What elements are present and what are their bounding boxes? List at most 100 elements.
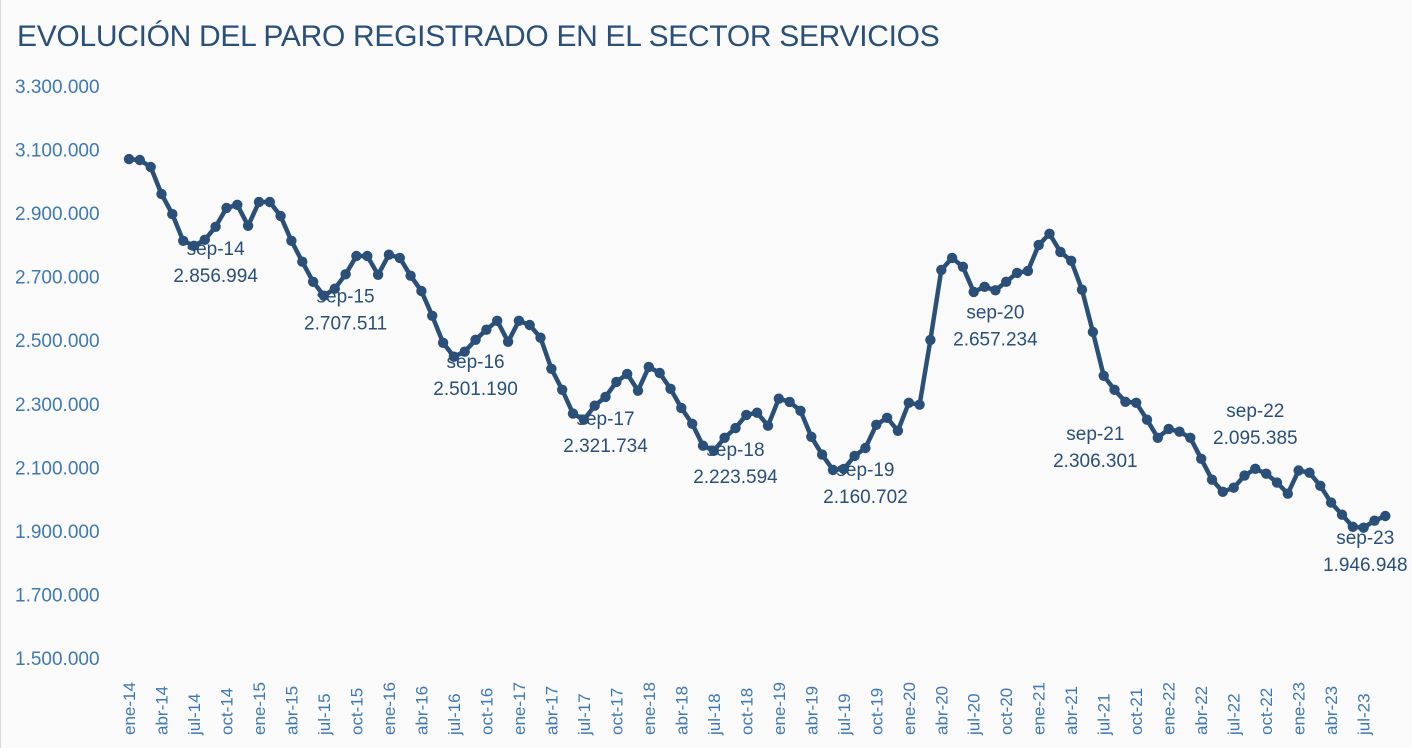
- x-tick-label: jul-23: [1355, 693, 1374, 736]
- data-point: [1011, 267, 1023, 279]
- data-annotation: sep-19 2.160.702: [823, 460, 908, 508]
- data-point: [946, 252, 958, 264]
- annotation-date: sep-22: [1226, 401, 1284, 422]
- data-point: [221, 202, 232, 214]
- data-point: [134, 154, 145, 166]
- data-point: [773, 393, 784, 404]
- x-tick-label: oct-20: [997, 688, 1016, 735]
- data-point: [1131, 397, 1142, 408]
- data-point: [892, 425, 904, 436]
- y-tick-label: 3.300.000: [15, 77, 100, 98]
- x-tick-label: ene-18: [640, 682, 659, 735]
- annotation-date: sep-21: [1066, 424, 1124, 445]
- x-tick-label: jul-19: [835, 693, 854, 736]
- data-point: [1347, 521, 1359, 532]
- data-point: [871, 419, 882, 430]
- annotation-value: 2.707.511: [304, 313, 387, 334]
- x-axis: ene-14 abr-14 jul-14 oct-14 ene-15 abr-15 jul-…: [120, 682, 1374, 736]
- y-tick-label: 2.100.000: [15, 458, 100, 479]
- data-point: [264, 196, 275, 208]
- data-point: [199, 234, 210, 245]
- annotation-value: 2.657.234: [953, 329, 1038, 350]
- y-tick-label: 2.700.000: [15, 268, 100, 289]
- x-tick-label: abr-15: [282, 686, 301, 735]
- data-point: [1120, 396, 1131, 407]
- x-tick-label: ene-15: [250, 682, 269, 735]
- data-point: [405, 270, 416, 281]
- data-point: [1141, 414, 1153, 425]
- data-point: [1196, 453, 1207, 464]
- data-point: [1239, 470, 1250, 481]
- data-point: [1087, 326, 1099, 338]
- data-point: [1369, 515, 1380, 526]
- data-point: [860, 442, 871, 454]
- annotation-date: sep-16: [447, 352, 505, 373]
- data-point: [167, 208, 178, 220]
- y-tick-label: 1.900.000: [15, 522, 100, 543]
- data-annotation: sep-23 1.946.948: [1323, 528, 1408, 576]
- data-point: [123, 153, 135, 165]
- data-point: [914, 399, 925, 410]
- data-point: [697, 440, 709, 451]
- annotation-date: sep-19: [836, 460, 894, 481]
- data-point: [1152, 432, 1164, 443]
- data-point: [687, 418, 698, 429]
- data-point: [719, 432, 730, 443]
- chart-title: EVOLUCIÓN DEL PARO REGISTRADO EN EL SECT…: [17, 20, 940, 53]
- data-point: [957, 261, 969, 272]
- data-point: [567, 408, 579, 419]
- x-tick-label: ene-21: [1030, 682, 1049, 735]
- data-point: [1250, 463, 1261, 474]
- data-point: [632, 385, 644, 396]
- x-tick-label: jul-14: [185, 693, 204, 736]
- data-point: [1185, 432, 1196, 443]
- x-tick-label: abr-20: [932, 686, 951, 735]
- data-point: [459, 346, 470, 357]
- data-point: [849, 450, 860, 462]
- x-tick-label: ene-19: [770, 682, 789, 735]
- x-tick-label: abr-17: [542, 686, 561, 735]
- data-annotation: sep-14 2.856.994: [173, 239, 258, 287]
- x-tick-label: jul-20: [965, 693, 984, 736]
- y-tick-label: 1.700.000: [15, 585, 100, 606]
- x-tick-label: ene-23: [1290, 682, 1309, 735]
- data-point: [383, 249, 395, 260]
- data-point: [156, 188, 167, 200]
- data-point: [524, 319, 535, 331]
- data-point: [1055, 246, 1066, 258]
- data-point: [232, 199, 243, 210]
- data-point: [816, 449, 828, 460]
- data-point: [1022, 265, 1034, 277]
- data-point: [762, 420, 774, 431]
- x-tick-label: abr-22: [1192, 686, 1211, 735]
- data-point: [990, 285, 1001, 296]
- x-tick-label: ene-22: [1160, 682, 1179, 735]
- data-point: [145, 161, 156, 173]
- data-point: [1076, 284, 1088, 295]
- data-point: [968, 286, 979, 298]
- data-point: [784, 396, 795, 408]
- data-point: [372, 269, 384, 280]
- data-point: [1066, 255, 1077, 266]
- data-point: [1163, 423, 1174, 435]
- x-tick-label: abr-21: [1062, 686, 1081, 735]
- y-tick-label: 3.100.000: [15, 141, 100, 162]
- data-point: [492, 315, 503, 326]
- data-point: [535, 332, 546, 343]
- y-tick-label: 1.500.000: [15, 649, 100, 670]
- data-point: [838, 463, 849, 475]
- x-tick-label: jul-18: [705, 693, 724, 736]
- data-annotation: sep-18 2.223.594: [693, 440, 778, 488]
- data-point: [297, 256, 308, 267]
- data-point: [589, 400, 600, 411]
- data-point: [1325, 497, 1337, 508]
- data-point: [1174, 426, 1185, 437]
- data-point: [1336, 509, 1348, 520]
- data-point: [1206, 474, 1218, 485]
- x-tick-label: abr-14: [152, 686, 171, 735]
- data-point: [362, 250, 373, 262]
- data-point: [730, 422, 741, 434]
- data-point: [1271, 477, 1283, 488]
- data-point: [351, 250, 362, 262]
